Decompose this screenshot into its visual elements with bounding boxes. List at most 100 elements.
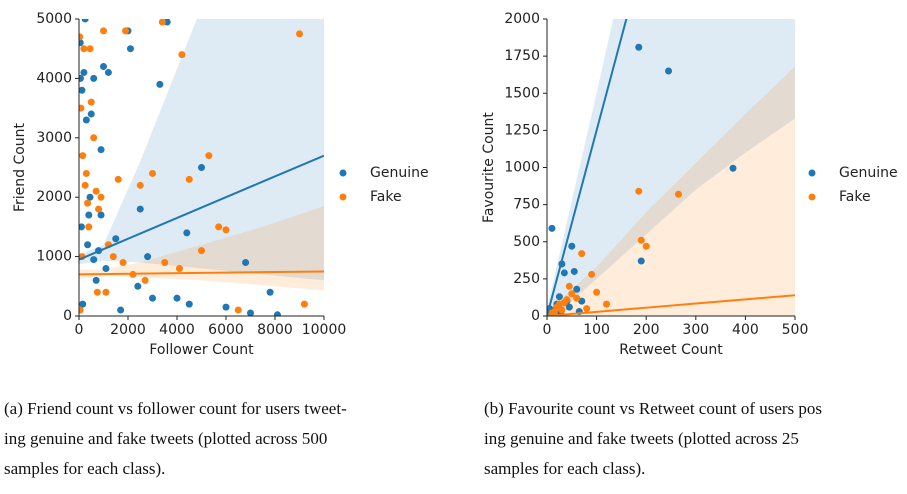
- scatter-point: [570, 267, 578, 275]
- regression-line: [79, 270, 324, 276]
- scatter-point: [198, 247, 205, 255]
- y-tick-label: 1750: [504, 48, 540, 64]
- scatter-point: [635, 187, 643, 195]
- scatter-point: [136, 181, 144, 189]
- scatter-point: [593, 288, 601, 296]
- scatter-point: [104, 68, 112, 76]
- x-tick-label: 4000: [159, 322, 195, 338]
- y-tick-label: 0: [63, 308, 72, 324]
- x-tick-label: 0: [75, 322, 84, 338]
- scatter-point: [729, 164, 737, 172]
- scatter-point: [603, 300, 611, 308]
- scatter-point: [583, 305, 591, 313]
- scatter-point: [87, 110, 95, 118]
- confidence-band: [547, 19, 795, 316]
- plot-area: [79, 19, 324, 316]
- regression-line: [79, 154, 324, 261]
- scatter-point: [90, 256, 98, 264]
- scatter-point: [642, 242, 650, 250]
- scatter-point: [84, 241, 92, 249]
- scatter-point: [97, 211, 105, 219]
- legend-label: Fake: [370, 189, 402, 205]
- scatter-point: [85, 223, 93, 231]
- y-tick-label: 4000: [36, 70, 72, 86]
- y-tick-label: 500: [513, 234, 540, 250]
- scatter-point: [578, 250, 586, 258]
- y-tick-label: 2000: [504, 11, 540, 27]
- x-tick-label: 300: [682, 322, 709, 338]
- scatter-point: [122, 27, 130, 35]
- scatter-point: [242, 259, 250, 267]
- scatter-point: [79, 33, 84, 41]
- caption-line: (a) Friend count vs follower count for u…: [4, 399, 347, 418]
- scatter-point: [175, 264, 183, 272]
- scatter-point: [119, 259, 127, 267]
- scatter-point: [588, 270, 596, 278]
- legend-marker: [808, 169, 816, 177]
- scatter-point: [198, 164, 205, 171]
- scatter-point: [141, 276, 149, 284]
- y-tick-label: 5000: [36, 11, 72, 27]
- y-axis-label: Friend Count: [12, 122, 28, 212]
- scatter-point: [161, 259, 169, 267]
- scatter-point: [79, 306, 84, 314]
- scatter-point: [560, 299, 568, 307]
- scatter-point: [90, 74, 98, 82]
- caption-line: (b) Favourite count vs Retweet count of …: [484, 399, 822, 418]
- y-tick-label: 3000: [36, 130, 72, 146]
- scatter-point: [674, 190, 682, 198]
- scatter-point: [92, 187, 100, 195]
- scatter-point: [273, 311, 281, 316]
- scatter-point: [109, 253, 117, 261]
- scatter-point: [81, 19, 89, 23]
- scatter-point: [215, 223, 223, 231]
- caption-line: ing genuine and fake tweets (plotted acr…: [4, 429, 327, 448]
- scatter-point: [573, 285, 581, 293]
- scatter-point: [173, 294, 181, 302]
- scatter-point: [81, 181, 89, 189]
- scatter-point: [84, 199, 92, 207]
- scatter-point: [136, 205, 144, 213]
- x-tick-label: 500: [782, 322, 809, 338]
- legend-label: Fake: [839, 189, 871, 205]
- x-axis-label: Retweet Count: [619, 342, 723, 358]
- scatter-point: [183, 229, 191, 237]
- scatter-point: [565, 282, 573, 290]
- scatter-point: [97, 193, 105, 201]
- scatter-point: [637, 257, 645, 265]
- scatter-point: [205, 152, 213, 160]
- y-tick-label: 1000: [36, 249, 72, 265]
- legend-marker: [339, 193, 347, 201]
- x-tick-label: 200: [633, 322, 660, 338]
- plot-area: [547, 19, 795, 316]
- scatter-point: [79, 300, 87, 308]
- y-axis-label: Favourite Count: [481, 112, 497, 223]
- scatter-point: [90, 134, 98, 142]
- scatter-point: [112, 235, 120, 243]
- scatter-point: [117, 306, 125, 314]
- scatter-point: [82, 169, 90, 177]
- scatter-point: [134, 282, 142, 290]
- scatter-point: [79, 74, 84, 82]
- x-tick-label: 6000: [208, 322, 244, 338]
- scatter-point: [97, 146, 105, 154]
- x-tick-label: 8000: [257, 322, 293, 338]
- y-tick-label: 0: [531, 308, 540, 324]
- scatter-point: [560, 269, 568, 277]
- scatter-point: [79, 104, 85, 112]
- scatter-point: [565, 303, 573, 311]
- y-tick-label: 250: [513, 271, 540, 287]
- scatter-point: [158, 19, 166, 26]
- x-tick-label: 10000: [302, 322, 347, 338]
- x-tick-label: 100: [583, 322, 610, 338]
- scatter-point: [92, 276, 100, 284]
- scatter-point: [185, 175, 193, 183]
- scatter-point: [568, 242, 576, 250]
- regression-line: [547, 294, 795, 316]
- scatter-point: [126, 45, 134, 53]
- scatter-point: [95, 205, 103, 213]
- scatter-point: [100, 27, 107, 35]
- y-tick-label: 1250: [504, 122, 540, 138]
- scatter-point: [550, 308, 558, 316]
